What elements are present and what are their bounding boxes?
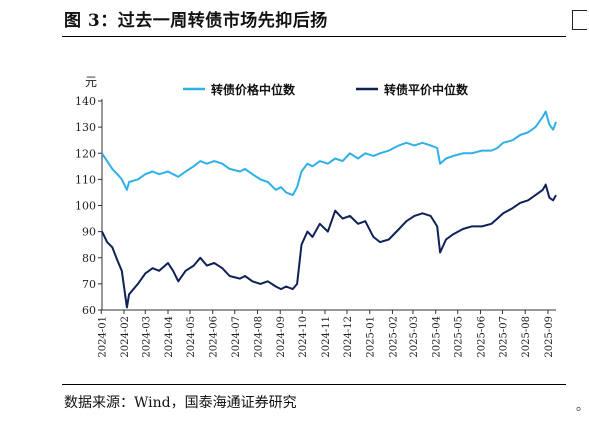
adjacent-figure-fragment xyxy=(572,10,587,30)
x-tick-label: 2024-03 xyxy=(141,316,152,358)
x-tick-label: 2024-07 xyxy=(231,316,242,358)
chart-axes: 60 70 80 90 100 110 120 130 140 2024-01 2024-02 202… xyxy=(75,95,556,358)
y-axis-label: 元 xyxy=(85,75,97,89)
x-tick-label: 2024-11 xyxy=(321,316,332,358)
x-tick-label: 2025-02 xyxy=(388,316,399,358)
y-tick-label: 80 xyxy=(82,252,96,265)
x-tick-label: 2025-05 xyxy=(454,316,465,358)
x-tick-label: 2024-12 xyxy=(343,316,354,358)
x-tick-label: 2024-06 xyxy=(209,316,220,358)
x-tick-label: 2024-01 xyxy=(97,316,108,358)
x-tick-label: 2025-08 xyxy=(521,316,532,358)
y-tick-label: 90 xyxy=(82,226,96,239)
line-chart: 转债价格中位数 转债平价中位数 元 60 70 80 90 100 110 120 130 140… xyxy=(75,75,557,358)
series-line-1 xyxy=(101,110,557,197)
source-rule xyxy=(62,384,566,385)
y-tick-label: 140 xyxy=(75,95,96,108)
y-tick-label: 70 xyxy=(82,278,96,291)
x-tick-label: 2024-10 xyxy=(298,316,309,358)
title-rule xyxy=(62,36,566,37)
x-tick-label: 2025-09 xyxy=(544,316,555,358)
adjacent-figure-edge: 。 xyxy=(576,399,589,414)
y-tick-label: 110 xyxy=(75,173,96,186)
y-tick-label: 100 xyxy=(75,200,96,213)
x-tick-label: 2025-01 xyxy=(366,316,377,358)
data-source-note: 数据来源：Wind，国泰海通证券研究 xyxy=(64,395,297,411)
x-tick-label: 2024-08 xyxy=(253,316,264,358)
legend-label: 转债平价中位数 xyxy=(384,82,469,97)
y-tick-label: 120 xyxy=(75,147,96,160)
x-tick-label: 2025-07 xyxy=(498,316,509,358)
x-tick-label: 2025-06 xyxy=(476,316,487,358)
x-tick-label: 2025-04 xyxy=(432,316,443,358)
figure-title: 图 3：过去一周转债市场先抑后扬 xyxy=(64,11,328,31)
x-tick-label: 2024-04 xyxy=(164,316,175,358)
x-tick-label: 2024-09 xyxy=(276,316,287,358)
x-tick-label: 2024-02 xyxy=(120,316,131,358)
series-line-2 xyxy=(101,183,557,309)
x-tick-label: 2025-03 xyxy=(409,316,420,358)
chart-series xyxy=(101,110,557,309)
y-tick-label: 130 xyxy=(75,121,96,134)
x-tick-label: 2024-05 xyxy=(186,316,197,358)
y-tick-label: 60 xyxy=(82,304,96,317)
legend-label: 转债价格中位数 xyxy=(211,82,296,97)
chart-legend: 转债价格中位数 转债平价中位数 xyxy=(183,82,469,97)
